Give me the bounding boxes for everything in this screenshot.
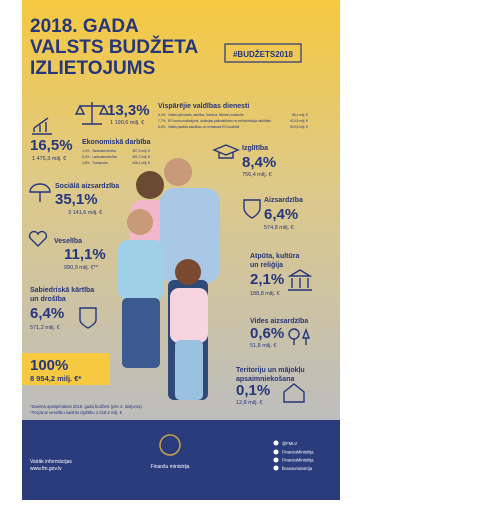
category-heading: Sabiedriskā kārtība [30,287,94,294]
social-handle: FinansuMinistrija [282,449,314,454]
social-icons [273,440,279,471]
category-percent: 13,3% [107,102,150,119]
category-amount: 188,8 milj. € [250,291,280,297]
detail-label: Tautsaimniecība [92,149,116,153]
social-handle: finansuministrija [282,466,313,471]
footer-band [22,420,340,500]
category-heading: Vispārējie valdības dienesti [158,103,249,110]
detail-label: ES fondu maksājumi, dotācijas pašvaldībā… [168,119,271,123]
detail-percent: 5,0% [82,155,90,159]
social-handle: FinansuMinistrija [282,458,314,463]
category-heading: Sociālā aizsardzība [55,183,119,190]
icons [28,102,313,403]
info-label: Vairāk informācijas [30,459,72,465]
category-heading: Vides aizsardzība [250,318,308,325]
category-heading: un reliģija [250,261,283,269]
footnote: *Saeimā apstiprinātais 2018. gada budžet… [30,404,142,409]
hashtag: #BUDŽETS2018 [233,50,294,59]
total-amount: 8 954,2 milj. €* [30,374,81,383]
category-amount: 12,8 milj. € [236,400,263,406]
category-amount: 51,8 milj. € [250,343,277,349]
detail-amount: 436,1 milj. € [132,161,150,165]
category-amount: 1 190,6 milj. € [110,120,144,126]
category-percent: 11,1% [64,246,106,263]
detail-percent: 6,4% [158,113,166,117]
detail-amount: 451,7 milj. € [132,155,150,159]
detail-label: Transports [92,161,108,165]
total-box [22,353,110,385]
footnote: **Kopā ar veselību saistīto izglītību 1 … [30,410,123,415]
detail-label: Valsts parāda saistības un iemaksas ES b… [168,125,239,129]
family-photo [118,158,220,400]
category-percent: 6,4% [264,206,298,223]
title-line: VALSTS BUDŽETA [30,36,198,58]
title-line: 2018. GADA [30,16,139,37]
detail-percent: 5,8% [158,125,166,129]
social-handle: @FMLV [282,441,297,446]
category-percent: 0,6% [250,325,284,342]
category-heading: Ekonomiskā darbība [82,139,151,146]
detail-amount: 397,3 milj. € [132,149,150,153]
category-percent: 0,1% [236,382,270,399]
category-heading: Teritoriju un mājokļu [236,367,305,374]
detail-percent: 7,7% [158,119,166,123]
hashtag-box [224,43,302,63]
category-heading: un drošība [30,296,66,303]
category-amount: 571,2 milj. € [30,325,60,331]
category-heading: Aizsardzība [264,197,303,204]
category-amount: 990,9 milj. €** [64,265,99,271]
detail-amount: 519,8 milj. € [290,125,308,129]
category-heading: Atpūta, kultūra [250,253,299,260]
category-heading: Veselība [54,238,82,245]
detail-amount: 614,5 milj. € [290,119,308,123]
detail-amount: 56,4 milj. € [292,113,308,117]
ministry-name: Finanšu ministrija [151,464,190,470]
coat-of-arms [159,434,181,456]
category-amount: 756,4 milj. € [242,172,272,178]
category-amount: 574,8 milj. € [264,225,294,231]
category-heading: apsaimniekošana [236,376,294,383]
website: www.fm.gov.lv [30,466,62,472]
category-percent: 8,4% [242,154,276,171]
detail-label: Lauksaimniecība [92,155,117,159]
category-amount: 1 475,3 milj. € [32,156,66,162]
category-percent: 6,4% [30,305,64,322]
detail-percent: 4,4% [82,149,90,153]
detail-label: Valsts pārvaldes darbība, Saeima, Minist… [168,113,244,117]
category-heading: Izglītība [242,145,268,152]
title-line: IZLIETOJUMS [30,58,155,79]
category-percent: 2,1% [250,271,284,288]
total-percent: 100% [30,357,68,374]
category-percent: 35,1% [55,191,98,208]
category-percent: 16,5% [30,137,73,154]
detail-percent: 4,8% [82,161,90,165]
category-amount: 3 141,6 milj. € [68,210,102,216]
